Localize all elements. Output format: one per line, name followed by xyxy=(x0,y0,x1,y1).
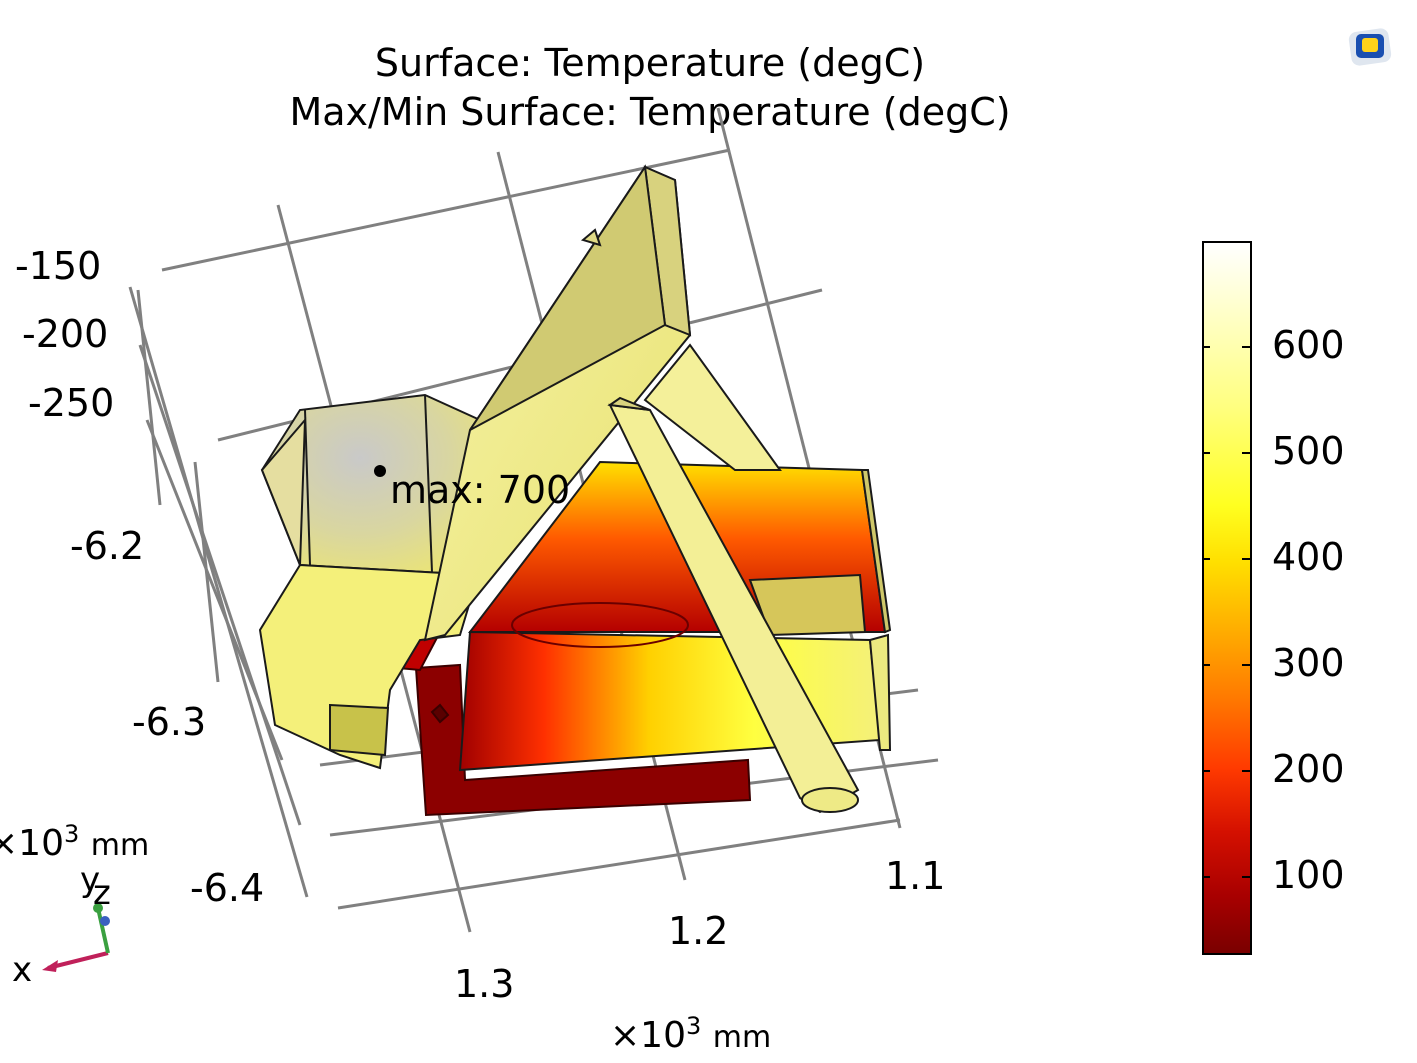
max-label: max: 700 xyxy=(390,468,570,512)
colorbar-tick-mark-left xyxy=(1202,557,1210,560)
y-tick-64: -6.4 xyxy=(190,866,265,910)
axis-triad xyxy=(42,903,110,972)
colorbar-tick-mark-left xyxy=(1202,769,1210,772)
z-tick-150: -150 xyxy=(15,244,102,288)
z-tick-200: -200 xyxy=(22,312,109,356)
app-logo-icon[interactable] xyxy=(1346,20,1398,72)
triad-y-label: y xyxy=(80,860,101,900)
triad-z-label: z xyxy=(93,873,111,913)
colorbar-tick-mark-left xyxy=(1202,451,1210,454)
colorbar xyxy=(1202,241,1252,955)
colorbar-tick-mark-right xyxy=(1242,769,1250,772)
colorbar-tick-mark-left xyxy=(1202,875,1210,878)
colorbar-tick-mark-right xyxy=(1242,875,1250,878)
x-tick-13: 1.3 xyxy=(454,962,515,1006)
colorbar-tick-mark-right xyxy=(1242,663,1250,666)
colorbar-tick-label: 200 xyxy=(1272,746,1345,791)
colorbar-tick-label: 100 xyxy=(1272,852,1345,897)
max-marker xyxy=(374,465,386,477)
colorbar-tick-label: 400 xyxy=(1272,534,1345,579)
colorbar-tick-mark-right xyxy=(1242,451,1250,454)
plot-subtitle: Max/Min Surface: Temperature (degC) xyxy=(289,90,1011,134)
colorbar-tick-label: 300 xyxy=(1272,640,1345,685)
triad-x-label: x xyxy=(12,950,33,990)
colorbar-tick-mark-right xyxy=(1242,557,1250,560)
y-tick-63: -6.3 xyxy=(132,700,207,744)
x-axis-unit: ×103 mm xyxy=(610,1012,772,1056)
colorbar-tick-label: 600 xyxy=(1272,322,1345,367)
x-tick-11: 1.1 xyxy=(885,854,946,898)
y-tick-62: -6.2 xyxy=(70,524,145,568)
tall-slab[interactable] xyxy=(423,164,692,642)
y-axis-unit: ×103 mm xyxy=(0,820,150,864)
housing[interactable] xyxy=(258,393,482,770)
x-tick-12: 1.2 xyxy=(668,909,729,953)
rod[interactable] xyxy=(607,343,860,814)
colorbar-tick-label: 500 xyxy=(1272,428,1345,473)
z-tick-250: -250 xyxy=(28,381,115,425)
plot-title: Surface: Temperature (degC) xyxy=(374,41,926,85)
colorbar-tick-mark-left xyxy=(1202,345,1210,348)
colorbar-tick-mark-right xyxy=(1242,345,1250,348)
colorbar-tick-mark-left xyxy=(1202,663,1210,666)
